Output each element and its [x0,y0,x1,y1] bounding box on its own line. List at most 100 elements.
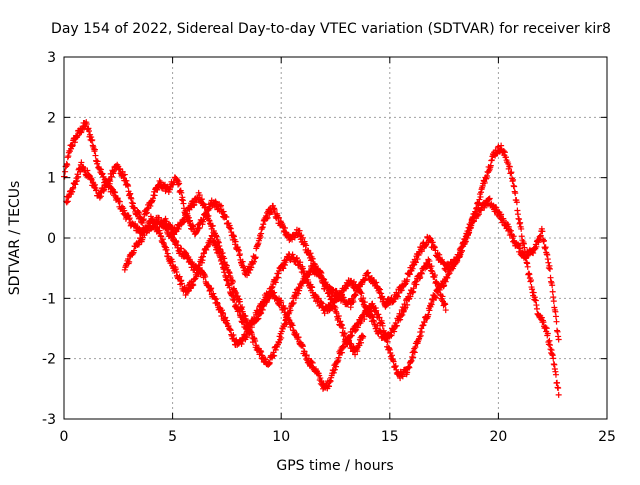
x-tick-label-1: 5 [168,429,177,445]
data-point [365,305,372,312]
data-point [361,299,368,306]
data-point [84,167,91,174]
data-point [178,189,185,196]
data-point [196,192,203,199]
data-point [301,278,308,285]
data-point [176,180,183,187]
data-point [417,332,424,339]
data-point [64,161,71,168]
series-track-b [63,159,562,343]
data-point [376,314,383,321]
data-point [407,293,414,300]
data-point [151,192,158,199]
data-point [175,242,182,249]
series-track-d [160,189,367,368]
data-point [340,325,347,332]
data-point [266,359,273,366]
data-point [410,354,417,361]
data-point [303,242,310,249]
data-point [352,281,359,288]
y-tick-label-1: -2 [42,352,56,368]
data-point [255,315,262,322]
data-point [412,259,419,266]
data-point [550,298,557,305]
data-point [426,258,433,265]
data-point [276,339,283,346]
data-point [454,257,461,264]
data-point [278,299,285,306]
data-point [429,239,436,246]
data-point [555,391,562,398]
data-point [190,282,197,289]
data-point [239,258,246,265]
data-point [93,187,100,194]
data-point [530,289,537,296]
data-point [91,146,98,153]
data-point [318,270,325,277]
data-point [357,289,364,296]
data-point [358,339,365,346]
data-point [404,276,411,283]
data-point [394,293,401,300]
data-point [393,322,400,329]
data-point [549,282,556,289]
data-point [546,265,553,272]
data-point [404,301,411,308]
data-point [383,336,390,343]
data-point [213,233,220,240]
data-point [83,121,90,128]
data-point [299,234,306,241]
data-point [549,288,556,295]
data-point [135,209,142,216]
data-point [445,271,452,278]
data-point [456,252,463,259]
data-point [85,127,92,134]
data-point [335,295,342,302]
y-tick-label-0: -3 [42,412,56,428]
data-point [352,328,359,335]
data-point [425,311,432,318]
data-point [339,322,346,329]
data-point [418,328,425,335]
y-tick-label-3: 0 [47,231,56,247]
data-point [399,311,406,318]
data-point [324,283,331,290]
data-point [431,272,438,279]
data-point [411,349,418,356]
data-point [271,352,278,359]
data-point [444,274,451,281]
data-point [308,358,315,365]
data-point [524,263,531,270]
data-point [358,290,365,297]
data-point [315,295,322,302]
data-point [296,227,303,234]
data-point [339,291,346,298]
data-point [552,313,559,320]
data-point [303,352,310,359]
data-point [209,222,216,229]
y-axis-label: SDTVAR / TECUs [7,181,23,296]
data-point [184,212,191,219]
data-point [317,375,324,382]
data-point [406,271,413,278]
data-point [245,269,252,276]
data-point [220,208,227,215]
data-point [282,305,289,312]
data-point [196,224,203,231]
data-point [541,237,548,244]
data-point [289,300,296,307]
data-point [299,343,306,350]
data-point [550,355,557,362]
data-point [282,224,289,231]
data-point [309,262,316,269]
data-point [481,179,488,186]
data-point [217,202,224,209]
data-point [290,299,297,306]
data-point [263,215,270,222]
data-point [518,225,525,232]
data-point [208,285,215,292]
data-point [264,214,271,221]
data-point [390,358,397,365]
data-point [272,279,279,286]
data-point [501,149,508,156]
